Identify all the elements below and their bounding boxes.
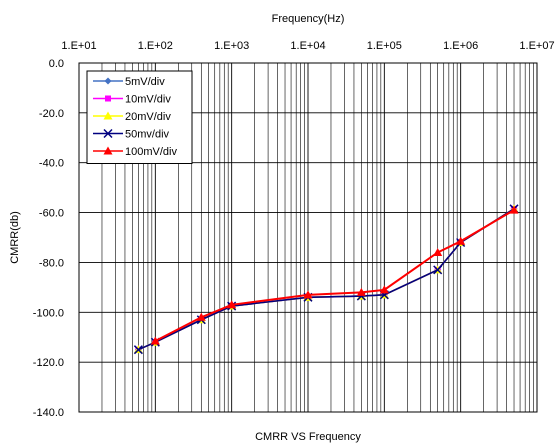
y-tick-labels: 0.0 -20.0 -40.0 -60.0 -80.0 -100.0 -120.0 -140.…	[33, 58, 64, 419]
x-tick-label: 1.E+03	[214, 40, 249, 52]
y-axis-title: CMRR(db)	[9, 211, 21, 264]
legend-label: 50mv/div	[125, 129, 170, 141]
x-tick-label: 1.E+06	[443, 40, 478, 52]
legend: 5mV/div 10mV/div 20mV/div 50mv/div 100mV/div	[86, 70, 193, 164]
legend-swatch-marker	[104, 77, 112, 85]
legend-item: 20mV/div	[93, 111, 171, 123]
data-point	[356, 287, 366, 296]
data-point	[150, 336, 160, 345]
legend-label: 5mV/div	[125, 76, 165, 88]
y-tick-label: -60.0	[39, 208, 64, 220]
y-tick-label: -40.0	[39, 158, 64, 170]
x-tick-label: 1.E+01	[61, 40, 96, 52]
legend-swatch-marker	[105, 95, 111, 102]
x-tick-label: 1.E+07	[519, 40, 554, 52]
x-tick-label: 1.E+04	[290, 40, 325, 52]
data-point	[227, 300, 237, 309]
plot-frame	[78, 62, 538, 413]
x-tick-label: 1.E+02	[138, 40, 173, 52]
series-100mV/div	[150, 205, 519, 345]
legend-swatch-marker	[103, 128, 113, 139]
x-marker-stroke	[133, 345, 143, 355]
x-axis-title: Frequency(Hz)	[272, 13, 345, 25]
y-tick-label: -20.0	[39, 108, 64, 120]
x-marker-stroke	[103, 128, 113, 139]
y-tick-label: -120.0	[33, 357, 64, 369]
y-tick-label: 0.0	[49, 58, 64, 70]
data-point	[433, 265, 443, 275]
x-tick-labels: 1.E+01 1.E+02 1.E+03 1.E+04 1.E+05 1.E+06 1.E+…	[61, 40, 554, 52]
legend-swatch-marker	[103, 111, 113, 120]
data-point	[303, 290, 313, 299]
series-line	[138, 208, 515, 351]
data-point	[379, 285, 389, 294]
chart-caption: CMRR VS Frequency	[255, 431, 361, 443]
legend-item: 100mV/div	[93, 146, 177, 158]
data-point	[433, 247, 443, 256]
y-tick-label: -140.0	[33, 407, 64, 419]
data-point	[456, 236, 466, 245]
legend-swatch-marker	[103, 146, 113, 155]
series-layer	[133, 204, 519, 355]
data-point	[133, 345, 143, 355]
legend-label: 10mV/div	[125, 94, 171, 106]
legend-item: 10mV/div	[93, 94, 171, 106]
x-tick-label: 1.E+05	[367, 40, 402, 52]
legend-item: 50mv/div	[93, 129, 170, 141]
plot-border	[78, 62, 538, 413]
legend-item: 5mV/div	[93, 76, 165, 88]
legend-box	[86, 70, 193, 164]
legend-label: 100mV/div	[125, 146, 177, 158]
y-tick-label: -100.0	[33, 307, 64, 319]
x-marker-stroke	[433, 265, 443, 275]
legend-label: 20mV/div	[125, 111, 171, 123]
data-point	[509, 205, 519, 214]
y-tick-label: -80.0	[39, 257, 64, 269]
data-point	[196, 312, 206, 321]
